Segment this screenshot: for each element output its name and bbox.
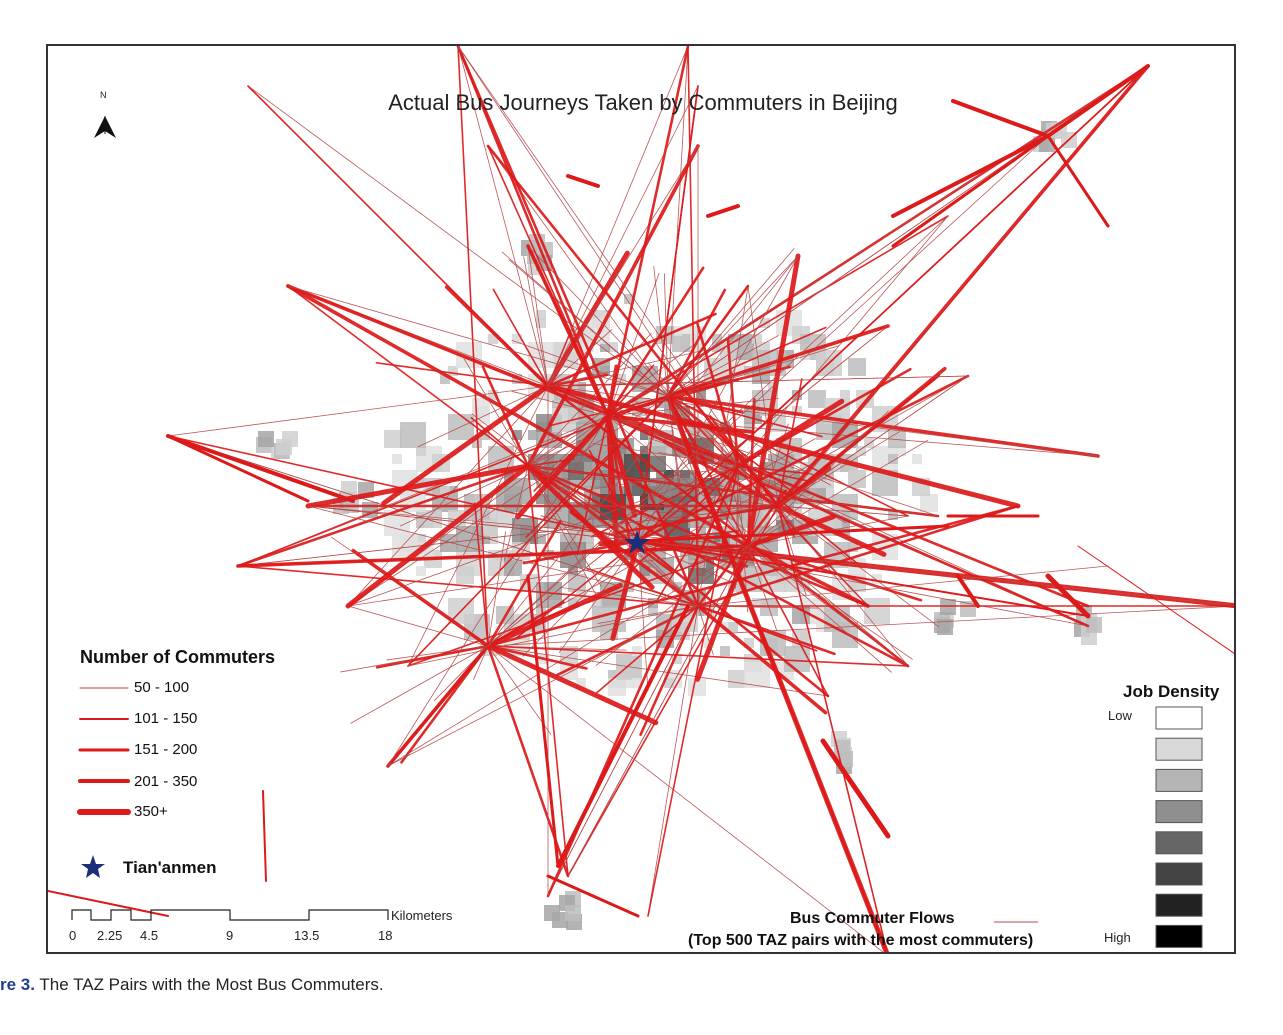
scale-tick-5: 18 xyxy=(378,928,393,943)
caption-prefix: re 3. xyxy=(0,975,35,994)
map-frame: Actual Bus Journeys Taken by Commuters i… xyxy=(46,44,1236,954)
legend-label-2: 101 - 150 xyxy=(134,710,198,727)
job-density-legend xyxy=(1155,706,1203,948)
caption-text: The TAZ Pairs with the Most Bus Commuter… xyxy=(39,975,384,994)
scale-tick-3: 9 xyxy=(226,928,234,943)
density-class-5 xyxy=(1155,831,1203,855)
map-title: Actual Bus Journeys Taken by Commuters i… xyxy=(388,90,898,115)
commuter-flow-layer xyxy=(48,46,1234,952)
legend-star-icon xyxy=(81,855,105,878)
tiananmen-label: Tian'anmen xyxy=(123,858,217,877)
commuters-legend-lines xyxy=(77,687,131,815)
flows-legend-line1: Bus Commuter Flows xyxy=(790,910,955,927)
tiananmen-star-icon xyxy=(624,530,650,554)
density-class-1 xyxy=(1155,706,1203,730)
flow-map xyxy=(48,46,1234,952)
legend-label-3: 151 - 200 xyxy=(134,741,198,758)
density-class-4 xyxy=(1155,800,1203,824)
scale-unit: Kilometers xyxy=(391,908,453,923)
scale-tick-0: 0 xyxy=(69,928,77,943)
density-class-8 xyxy=(1155,924,1203,948)
north-arrow-icon xyxy=(94,116,116,138)
scale-bar xyxy=(71,909,389,921)
flows-legend-line2: (Top 500 TAZ pairs with the most commute… xyxy=(688,932,1034,949)
job-density-title: Job Density xyxy=(1123,682,1220,701)
density-class-3 xyxy=(1155,768,1203,792)
job-density-low: Low xyxy=(1108,708,1132,723)
density-class-2 xyxy=(1155,737,1203,761)
scale-tick-4: 13.5 xyxy=(294,928,320,943)
north-label: N xyxy=(100,90,107,100)
job-density-high: High xyxy=(1104,930,1131,945)
legend-label-4: 201 - 350 xyxy=(134,773,198,790)
legend-label-1: 50 - 100 xyxy=(134,679,190,696)
legend-label-5: 350+ xyxy=(134,803,168,820)
scale-tick-2: 4.5 xyxy=(140,928,159,943)
density-class-6 xyxy=(1155,862,1203,886)
figure-caption: re 3. The TAZ Pairs with the Most Bus Co… xyxy=(0,975,384,995)
density-class-7 xyxy=(1155,893,1203,917)
commuters-legend-title: Number of Commuters xyxy=(80,647,276,667)
scale-tick-1: 2.25 xyxy=(97,928,123,943)
